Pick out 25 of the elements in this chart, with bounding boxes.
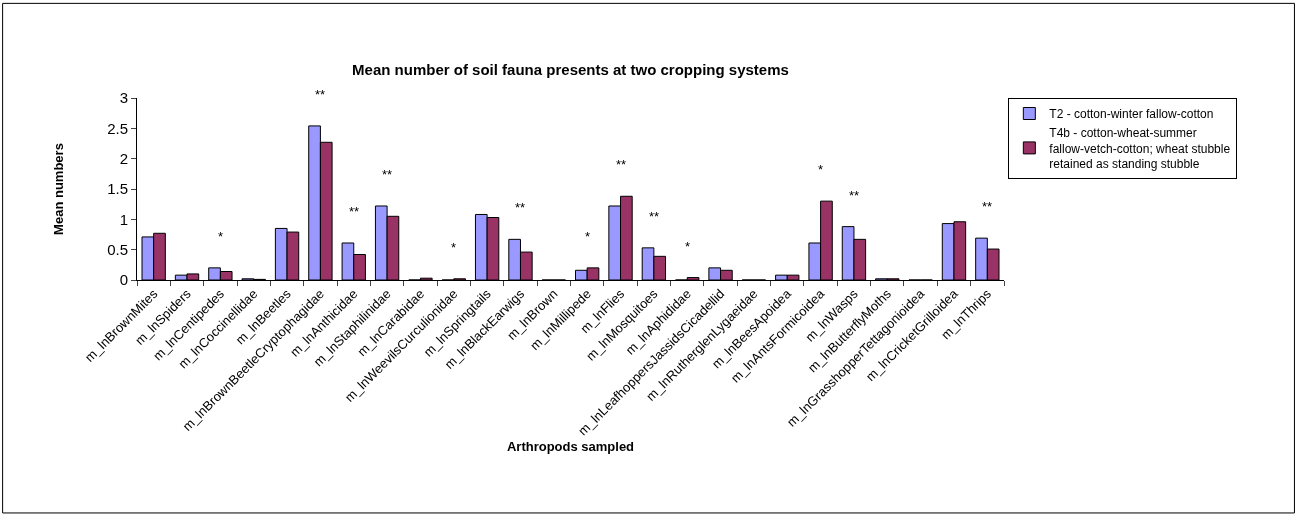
- annotation: *: [451, 240, 457, 255]
- annotation: **: [616, 157, 627, 172]
- annotation: **: [315, 87, 326, 102]
- legend-label: T4b - cotton-wheat-summer fallow-vetch-cotton; wheat stubble retained as standing stubble: [1049, 125, 1231, 172]
- y-tick-label: 0: [119, 271, 128, 289]
- annotation: *: [218, 229, 224, 244]
- annotation: *: [585, 229, 591, 244]
- annotation: *: [685, 239, 691, 254]
- y-tick-label: 2.5: [107, 119, 128, 137]
- y-tick-label: 1.5: [107, 180, 128, 198]
- annotation: *: [818, 162, 824, 177]
- y-tick-label: 0.5: [107, 240, 128, 258]
- annotation: **: [349, 204, 360, 219]
- annotation: **: [649, 209, 660, 224]
- y-axis-title: Mean numbers: [51, 143, 67, 235]
- annotation: **: [982, 199, 993, 214]
- y-tick-label: 3: [119, 89, 128, 107]
- chart-title: Mean number of soil fauna presents at two cropping systems: [352, 60, 789, 78]
- annotation: **: [849, 188, 860, 203]
- x-axis-title: Arthropods sampled: [506, 438, 635, 454]
- annotation: **: [382, 167, 393, 182]
- y-tick-label: 1: [119, 210, 128, 228]
- annotation: **: [515, 200, 526, 215]
- legend-label: T2 - cotton-winter fallow-cotton: [1049, 107, 1214, 122]
- y-tick-label: 2: [119, 149, 128, 167]
